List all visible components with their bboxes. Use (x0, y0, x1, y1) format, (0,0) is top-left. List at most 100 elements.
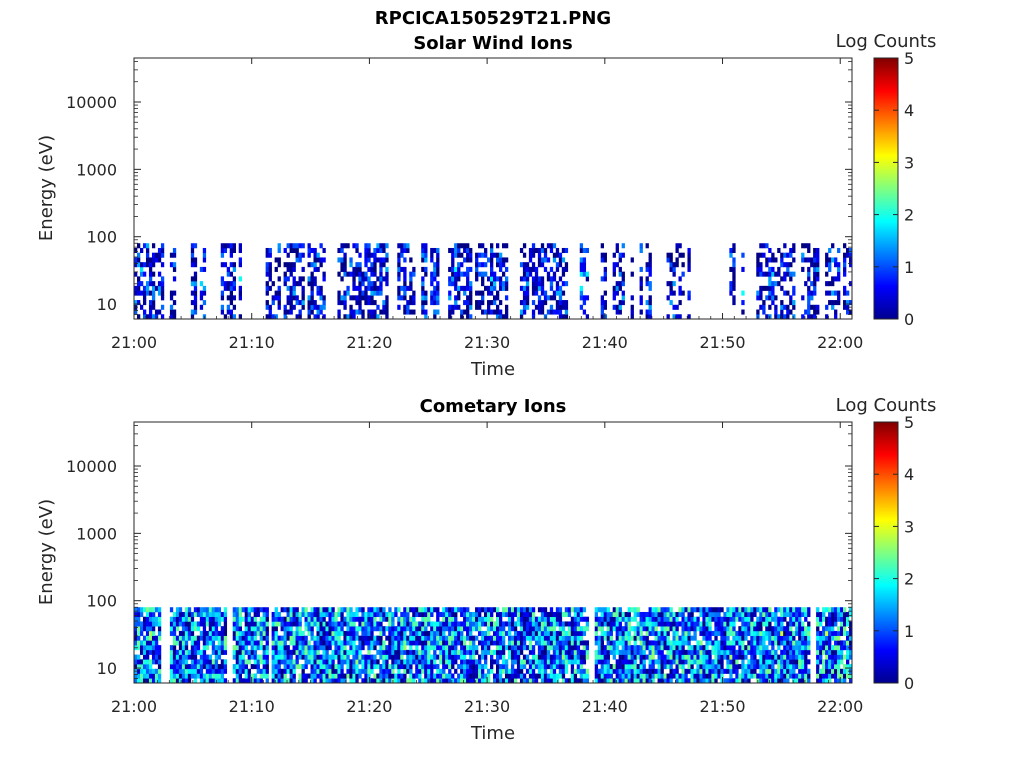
heatmap-cell (241, 645, 245, 651)
heatmap-cell (801, 630, 805, 636)
heatmap-cell (295, 649, 299, 655)
heatmap-cell (232, 668, 237, 674)
heatmap-cell (786, 649, 790, 655)
heatmap-cell (478, 304, 482, 310)
heatmap-cell (343, 266, 347, 272)
heatmap-cell (157, 621, 162, 627)
heatmap-cell (214, 621, 219, 627)
heatmap-cell (265, 266, 269, 272)
heatmap-cell (567, 630, 572, 636)
heatmap-cell (807, 635, 811, 641)
heatmap-cell (295, 611, 299, 618)
heatmap-cell (789, 630, 793, 636)
heatmap-cell (786, 271, 790, 277)
heatmap-cell (331, 678, 335, 683)
heatmap-cell (202, 616, 207, 622)
heatmap-cell (367, 611, 371, 618)
heatmap-cell (789, 649, 793, 655)
heatmap-cell (771, 645, 775, 651)
heatmap-cell (310, 621, 314, 627)
heatmap-cell (484, 247, 488, 254)
heatmap-cell (510, 645, 515, 651)
heatmap-cell (457, 271, 461, 277)
heatmap-cell (681, 621, 685, 627)
heatmap-cell (504, 673, 509, 679)
heatmap-cell (148, 626, 153, 632)
heatmap-cell (732, 626, 736, 632)
heatmap-cell (295, 640, 299, 646)
heatmap-cell (172, 678, 177, 683)
heatmap-cell (481, 616, 485, 622)
heatmap-cell (313, 668, 317, 674)
heatmap-cell (561, 664, 566, 670)
heatmap-cell (376, 607, 380, 613)
heatmap-cell (134, 271, 138, 277)
heatmap-cell (277, 678, 281, 683)
heatmap-cell (181, 630, 186, 636)
heatmap-cell (783, 678, 787, 683)
heatmap-cell (175, 673, 180, 679)
heatmap-cell (684, 626, 688, 632)
heatmap-cell (322, 257, 326, 263)
heatmap-cell (463, 645, 467, 651)
heatmap-cell (421, 281, 425, 287)
heatmap-cell (774, 673, 778, 679)
heatmap-cell (451, 281, 455, 287)
heatmap-cell (451, 252, 455, 258)
heatmap-cell (328, 635, 332, 641)
heatmap-cell (657, 654, 661, 660)
heatmap-cell (373, 673, 377, 679)
heatmap-cell (400, 295, 404, 301)
heatmap-cell (271, 645, 275, 651)
xlabel-cometary: Time (470, 723, 515, 744)
heatmap-cell (301, 640, 305, 646)
heatmap-cell (618, 640, 622, 646)
heatmap-cell (445, 607, 449, 613)
heatmap-cell (478, 630, 482, 636)
heatmap-cell (594, 659, 599, 665)
heatmap-cell (738, 626, 742, 632)
heatmap-cell (409, 664, 413, 670)
heatmap-cell (756, 257, 760, 263)
heatmap-cell (558, 654, 563, 660)
heatmap-cell (567, 626, 572, 632)
heatmap-cell (175, 626, 180, 632)
heatmap-cell (633, 654, 637, 660)
heatmap-cell (660, 654, 664, 660)
heatmap-cell (513, 649, 518, 655)
heatmap-cell (648, 607, 652, 613)
heatmap-cell (220, 635, 225, 641)
heatmap-cell (645, 281, 649, 287)
heatmap-cell (699, 659, 703, 665)
heatmap-cell (385, 645, 389, 651)
heatmap-cell (702, 626, 706, 632)
heatmap-cell (828, 257, 832, 263)
heatmap-cell (846, 300, 850, 306)
heatmap-cell (546, 309, 551, 315)
heatmap-cell (768, 607, 772, 613)
heatmap-cell (798, 635, 802, 641)
heatmap-cell (765, 243, 769, 249)
heatmap-cell (220, 626, 225, 632)
heatmap-cell (579, 654, 584, 660)
heatmap-cell (364, 243, 368, 249)
heatmap-cell (621, 654, 625, 660)
heatmap-cell (807, 295, 811, 301)
heatmap-cell (687, 640, 691, 646)
heatmap-cell (735, 616, 739, 622)
heatmap-cell (585, 295, 590, 301)
heatmap-cell (433, 276, 437, 282)
heatmap-cell (352, 281, 356, 287)
heatmap-cell (630, 607, 634, 613)
heatmap-cell (469, 668, 473, 674)
heatmap-cell (495, 295, 500, 301)
heatmap-cell (768, 285, 772, 291)
heatmap-cell (190, 611, 195, 618)
heatmap-cell (768, 271, 772, 277)
heatmap-cell (364, 673, 368, 679)
heatmap-cell (537, 664, 542, 670)
heatmap-cell (217, 654, 222, 660)
heatmap-cell (346, 607, 350, 613)
heatmap-cell (621, 678, 625, 683)
